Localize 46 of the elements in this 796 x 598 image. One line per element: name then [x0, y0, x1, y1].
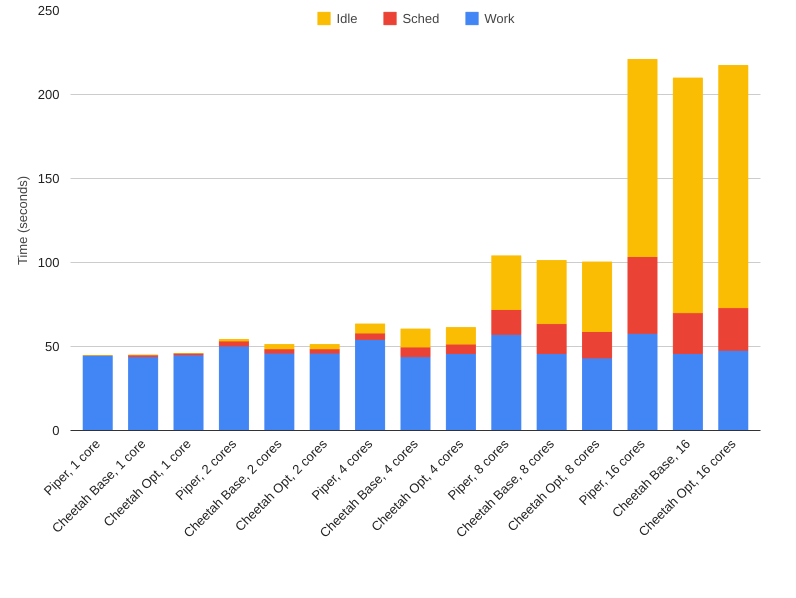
bar: [582, 358, 612, 430]
bar: [672, 353, 703, 430]
bar: [218, 346, 249, 430]
y-tick-label: 150: [38, 171, 60, 186]
bar: [536, 353, 567, 430]
bar: [355, 332, 386, 340]
bar: [491, 309, 522, 335]
bar: [400, 328, 431, 348]
y-tick-label: 100: [38, 255, 60, 270]
bar: [446, 353, 476, 430]
bar: [400, 346, 431, 358]
bar: [718, 308, 748, 351]
bar: [310, 344, 340, 350]
bar: [174, 354, 204, 430]
y-tick-label: 200: [38, 87, 60, 102]
y-tick-label: 0: [52, 423, 60, 438]
bar: [582, 331, 612, 358]
bar: [446, 327, 476, 345]
bar: [491, 334, 522, 430]
legend-label: Idle: [336, 10, 358, 26]
bar: [536, 260, 567, 324]
y-tick-label: 250: [38, 3, 60, 18]
bar: [446, 344, 476, 354]
bar: [627, 256, 658, 334]
bar: [718, 65, 748, 308]
bar: [355, 339, 386, 430]
y-axis-title: Time (seconds): [14, 176, 30, 266]
bar: [310, 353, 340, 430]
bar: [627, 333, 658, 430]
bar: [672, 78, 703, 314]
bar: [218, 340, 249, 346]
bar: [536, 324, 567, 354]
bar: [672, 312, 703, 354]
legend-label: Sched: [402, 10, 440, 26]
bar: [128, 356, 158, 430]
bar: [82, 355, 113, 430]
bar: [355, 324, 386, 334]
bar: [627, 58, 658, 258]
bar: [491, 255, 522, 310]
bar: [400, 356, 431, 430]
bar: [264, 344, 294, 350]
bar: [582, 262, 612, 332]
bar: [718, 350, 748, 430]
legend-label: Work: [484, 10, 514, 26]
bar: [264, 353, 294, 430]
y-tick-label: 50: [45, 339, 60, 354]
